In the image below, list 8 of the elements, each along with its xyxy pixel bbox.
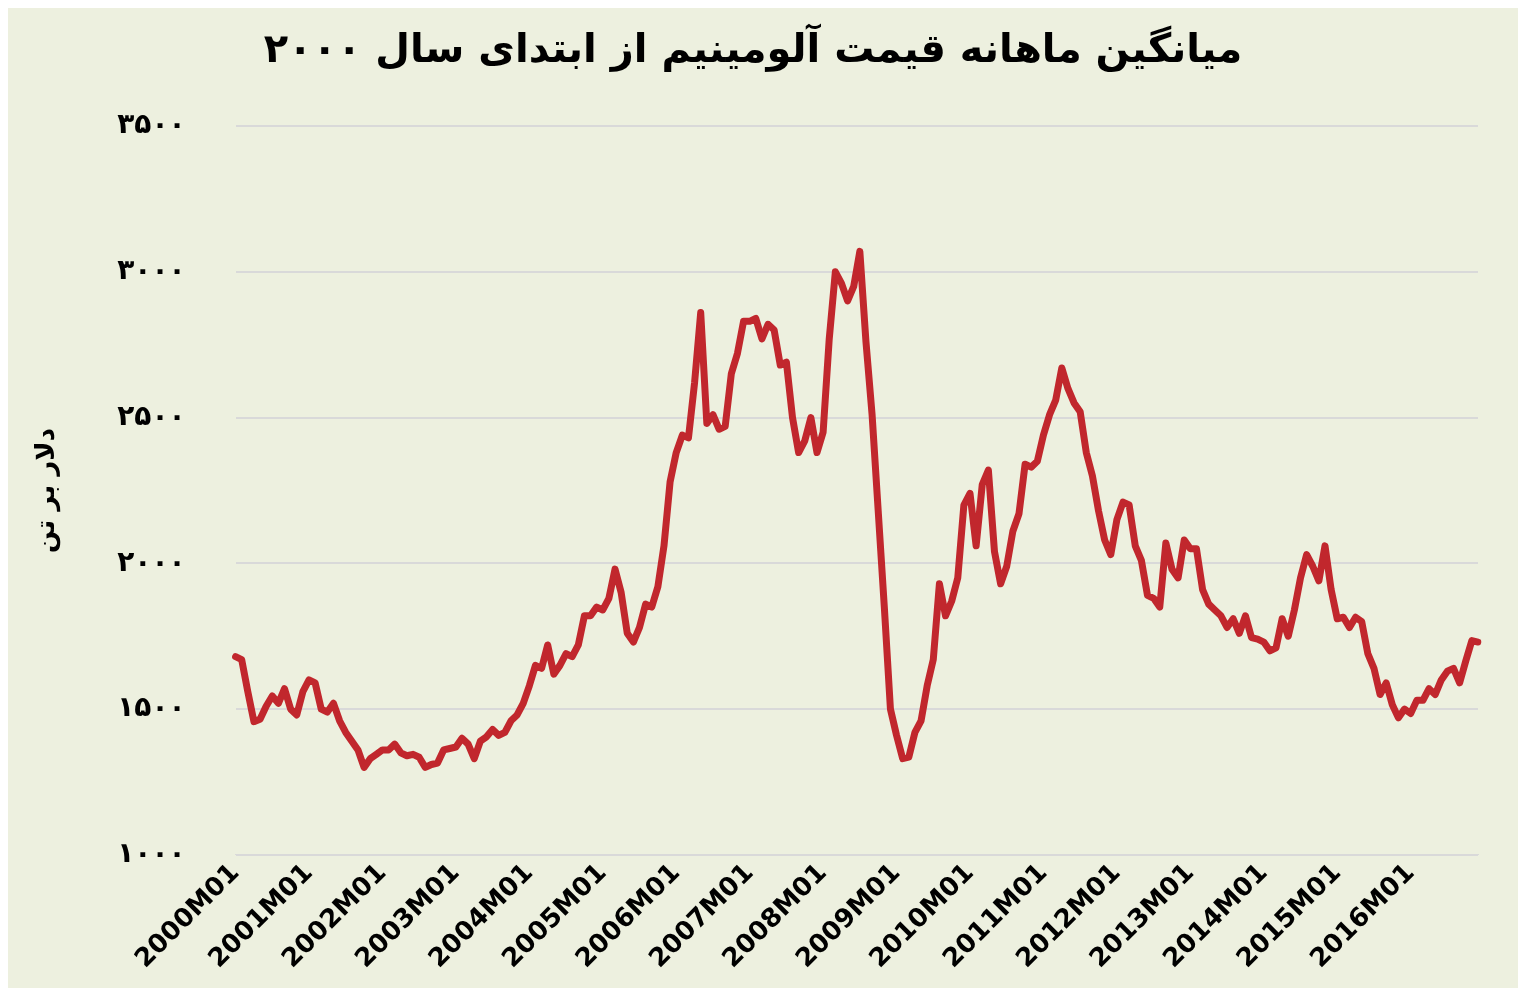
chart-title: میانگین ماهانه قیمت آلومینیم از ابتدای سال ۲۰۰۰: [263, 23, 1243, 73]
y-tick-label: ۲۵۰۰: [117, 398, 186, 432]
y-axis-title: دلار بر تن: [30, 428, 62, 553]
y-tick-label: ۲۰۰۰: [117, 544, 186, 578]
y-tick-label: ۳۰۰۰: [117, 253, 186, 287]
y-tick-label: ۱۰۰۰: [117, 836, 186, 870]
y-tick-label: ۱۵۰۰: [117, 690, 186, 724]
y-tick-label: ۳۵۰۰: [117, 107, 186, 141]
